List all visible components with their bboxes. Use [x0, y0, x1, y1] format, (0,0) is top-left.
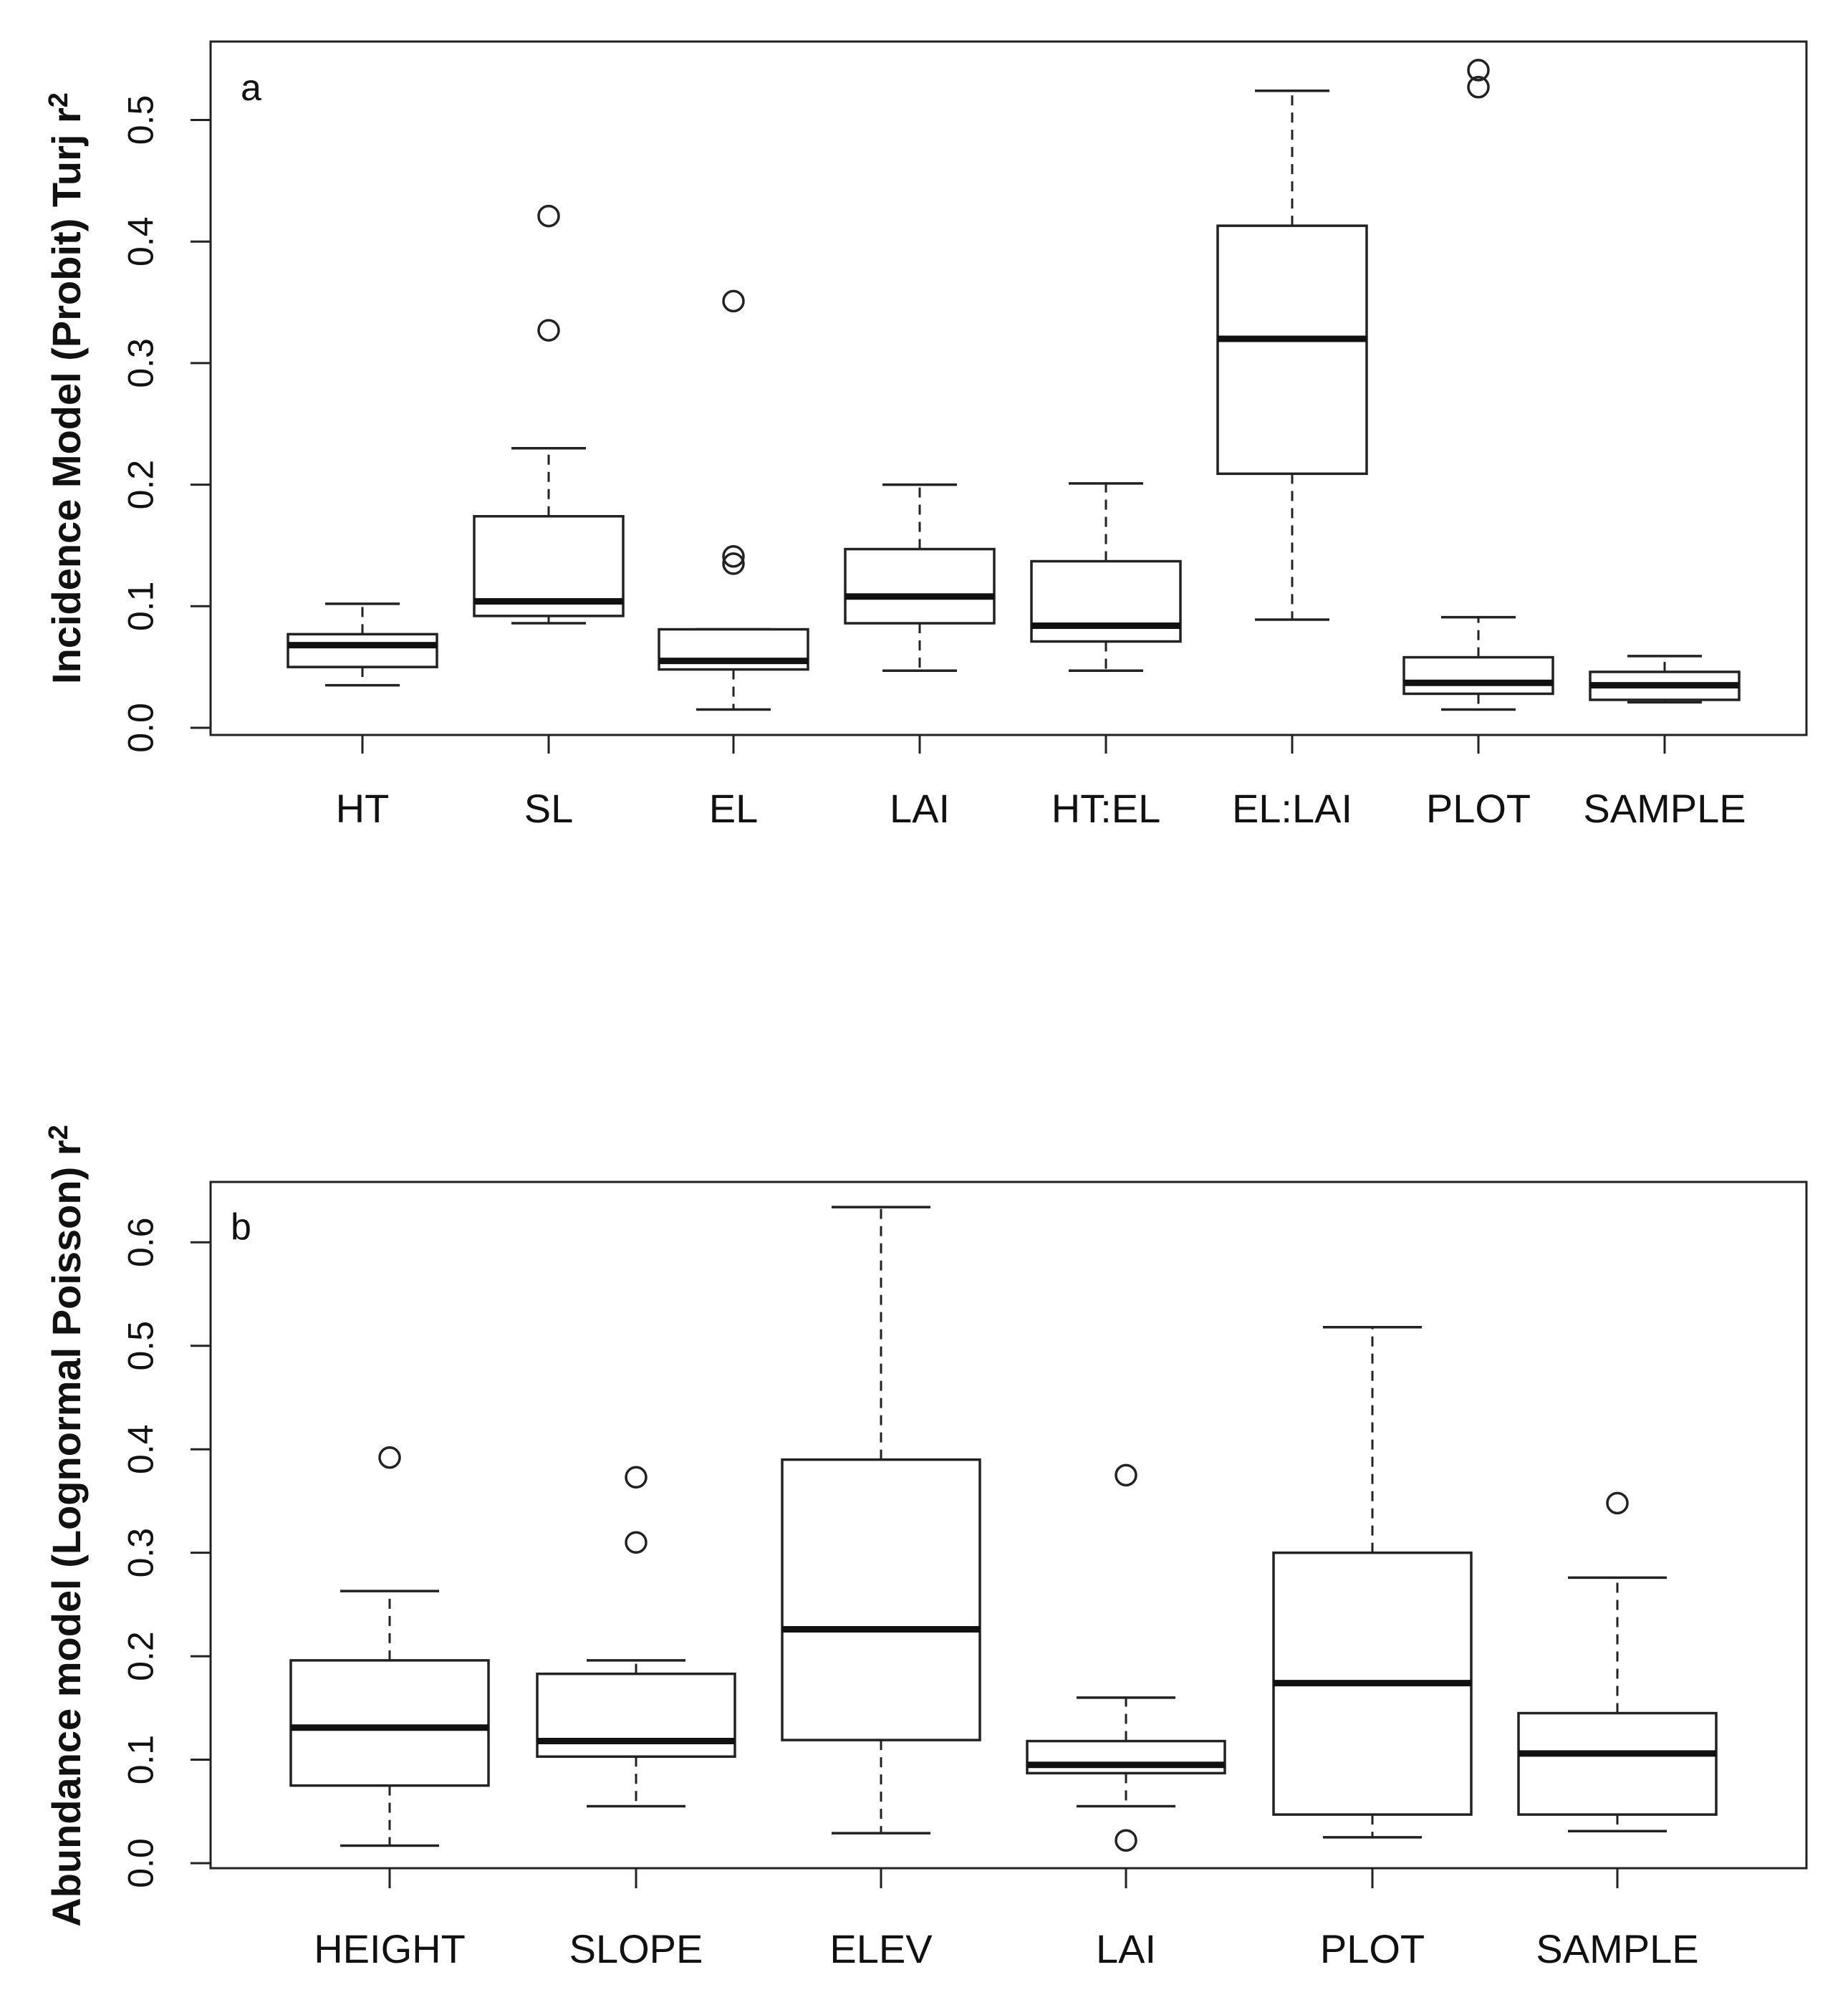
boxplot-sample: [1589, 655, 1741, 704]
panel-b-y-axis: 0.0 0.1 0.2 0.3 0.4 0.5 0.6: [121, 1218, 212, 1888]
iqr-box: [1030, 559, 1182, 643]
boxplot-ht-el: [1030, 482, 1182, 672]
boxplot-lai: [844, 483, 996, 672]
panel-b-x-axis: HEIGHT SLOPE ELEV LAI PLOT SAMPLE: [314, 1868, 1699, 1971]
x-category-label: SLOPE: [569, 1926, 703, 1971]
iqr-box: [1026, 1739, 1226, 1775]
y-tick-label: 0.0: [121, 1838, 161, 1888]
boxplot-el: [658, 289, 809, 711]
y-tick-label: 0.1: [121, 1735, 161, 1785]
panel-a-chart: a Incidence Model (Probit) Turj r2 0.00.…: [44, 40, 1808, 831]
panel-a-y-axis: 0.0 0.1 0.2 0.3 0.4 0.5: [121, 95, 212, 753]
y-tick-label: 0.3: [121, 338, 161, 388]
y-tick-label: 0.2: [121, 460, 161, 510]
x-category-label: PLOT: [1426, 786, 1531, 831]
outlier-point: [537, 204, 560, 228]
outlier-point: [625, 1466, 648, 1489]
y-tick-label: 0.2: [121, 1631, 161, 1681]
x-category-label: SAMPLE: [1536, 1926, 1698, 1971]
y-tick-label: 0.5: [121, 1321, 161, 1371]
boxplot-plot: [1272, 1325, 1473, 1839]
outlier-point: [378, 1446, 401, 1469]
y-tick-label: 0.6: [121, 1218, 161, 1268]
outlier-point: [722, 552, 745, 575]
outlier-point: [1115, 1829, 1137, 1852]
boxplot-ht: [287, 602, 438, 687]
outlier-point: [625, 1531, 648, 1554]
x-category-label: HT:EL: [1051, 786, 1161, 831]
y-tick-label: 0.4: [121, 216, 161, 266]
panel-b-boxes: [289, 1206, 1718, 1852]
iqr-box: [1517, 1711, 1718, 1816]
x-category-label: SAMPLE: [1583, 786, 1746, 831]
outlier-point: [722, 289, 745, 313]
y-tick-label: 0.5: [121, 95, 161, 145]
outlier-point: [537, 319, 560, 342]
boxplot-sample: [1517, 1491, 1718, 1832]
x-category-label: EL:LAI: [1232, 786, 1352, 831]
panel-a-x-axis: HT SL EL LAI HT:EL EL:LAI PLOT SAMPLE: [336, 735, 1746, 831]
boxplot-elev: [781, 1206, 981, 1835]
x-category-label: LAI: [890, 786, 950, 831]
iqr-box: [287, 633, 438, 668]
iqr-box: [844, 547, 996, 625]
outlier-point: [1606, 1491, 1629, 1515]
panel-b-chart: b Abundance model (Lognormal Poisson) r2…: [44, 1125, 1808, 1971]
boxplot-el-lai: [1216, 90, 1368, 621]
outlier-point: [722, 544, 745, 568]
y-tick-label: 0.1: [121, 582, 161, 632]
x-category-label: EL: [709, 786, 759, 831]
boxplot-lai: [1026, 1463, 1226, 1852]
outlier-point: [1467, 59, 1490, 82]
y-tick-label: 0.0: [121, 703, 161, 753]
outlier-point: [1115, 1463, 1137, 1487]
panel-b-label: b: [231, 1206, 251, 1248]
boxplot-sl: [473, 204, 625, 625]
x-category-label: SL: [524, 786, 574, 831]
outlier-point: [1467, 75, 1490, 99]
iqr-box: [289, 1659, 490, 1787]
x-category-label: ELEV: [829, 1926, 933, 1971]
boxplot-plot: [1402, 59, 1554, 711]
iqr-box: [781, 1458, 981, 1741]
panel-b-y-axis-title: Abundance model (Lognormal Poisson) r2: [44, 1125, 89, 1926]
x-category-label: LAI: [1096, 1926, 1156, 1971]
x-category-label: HT: [336, 786, 390, 831]
iqr-box: [1402, 655, 1554, 696]
boxplot-slope: [536, 1466, 736, 1808]
panel-a-label: a: [241, 67, 261, 109]
panel-a-plot-frame: [209, 40, 1808, 736]
panel-a-boxes: [287, 59, 1741, 711]
x-category-label: HEIGHT: [314, 1926, 466, 1971]
y-tick-label: 0.3: [121, 1528, 161, 1578]
boxplot-height: [289, 1446, 490, 1847]
x-category-label: PLOT: [1320, 1926, 1425, 1971]
panel-a-y-axis-title: Incidence Model (Probit) Turj r2: [44, 92, 89, 684]
y-tick-label: 0.4: [121, 1424, 161, 1474]
iqr-box: [1216, 224, 1368, 476]
